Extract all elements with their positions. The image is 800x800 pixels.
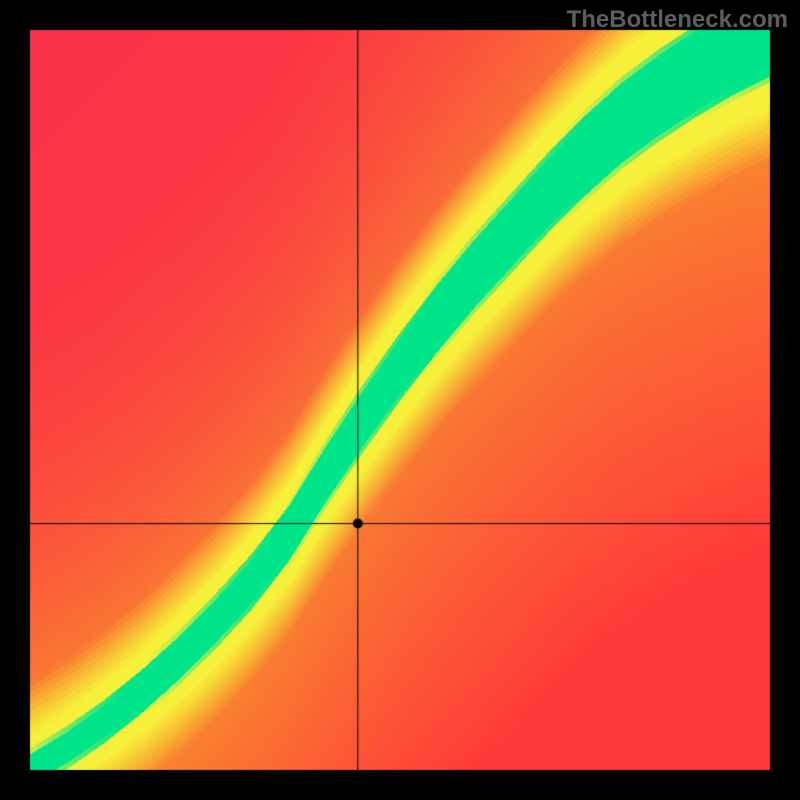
watermark-text: TheBottleneck.com [567, 6, 788, 34]
heatmap-canvas [0, 0, 800, 800]
chart-container: TheBottleneck.com [0, 0, 800, 800]
